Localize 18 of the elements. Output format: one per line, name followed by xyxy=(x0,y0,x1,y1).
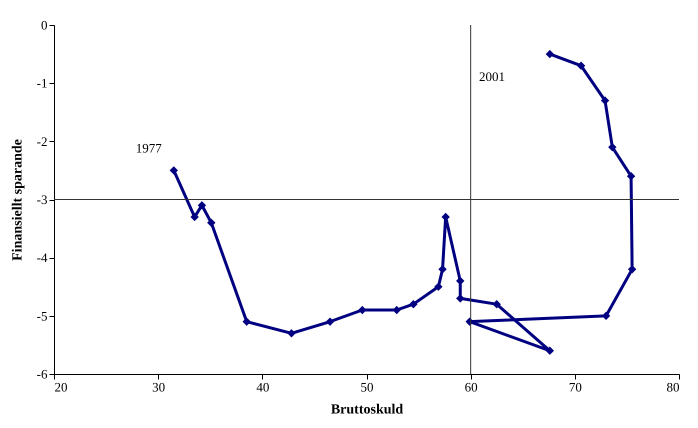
x-tick-label: 50 xyxy=(360,380,374,394)
x-tick-label: 80 xyxy=(666,380,680,394)
y-tick-label: -3 xyxy=(36,192,48,207)
annotation: 1977 xyxy=(136,140,162,156)
x-tick-label: 20 xyxy=(54,380,68,394)
y-tick-label: -6 xyxy=(36,366,48,382)
y-tick-label: 0 xyxy=(41,18,48,32)
y-tick-label: -5 xyxy=(36,308,48,324)
y-tick-label: -2 xyxy=(36,134,48,149)
y-tick-label: -4 xyxy=(36,250,48,266)
x-tick-label: 30 xyxy=(152,380,166,394)
x-tick-label: 70 xyxy=(568,380,582,394)
x-tick-label: 40 xyxy=(256,380,270,394)
annotation: 2001 xyxy=(479,69,505,84)
x-tick-label: 60 xyxy=(464,380,478,394)
x-axis-title: Bruttoskuld xyxy=(330,402,404,418)
y-axis-title: Finansiellt sparande xyxy=(10,139,26,261)
y-tick-label: -1 xyxy=(36,76,48,91)
